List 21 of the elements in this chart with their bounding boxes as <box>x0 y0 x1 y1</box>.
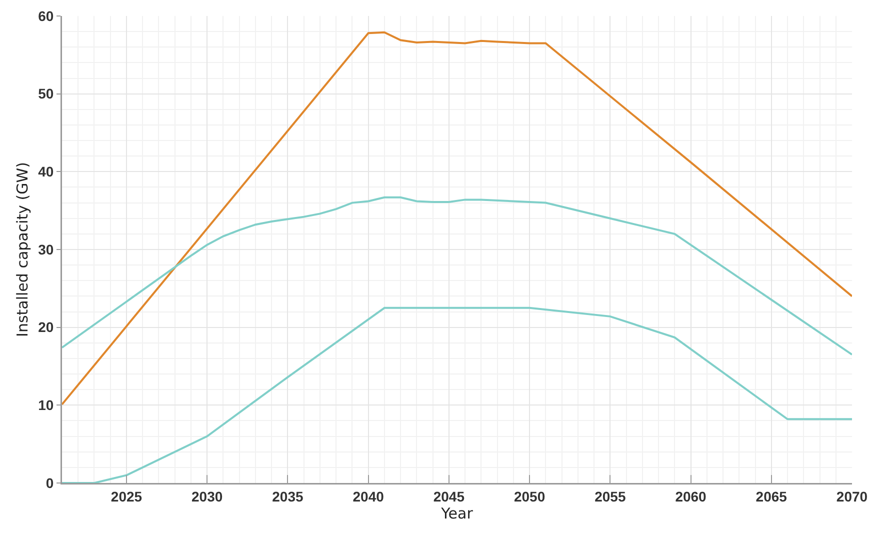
y-tick-label: 0 <box>46 474 54 491</box>
x-tick-label: 2040 <box>352 488 384 504</box>
x-tick-label: 2045 <box>433 488 465 504</box>
y-tick-label: 50 <box>38 86 54 102</box>
y-tick-label: 20 <box>38 319 54 336</box>
y-tick-label: 60 <box>38 8 54 24</box>
y-tick-label: 40 <box>38 164 54 180</box>
x-axis-title: Year <box>440 504 474 522</box>
y-tick-label: 30 <box>38 241 54 258</box>
x-tick-label: 2055 <box>594 488 626 504</box>
x-tick-label: 2035 <box>272 488 304 504</box>
y-axis-title: Installed capacity (GW) <box>14 162 32 337</box>
x-tick-label: 2070 <box>836 488 868 504</box>
x-tick-label: 2060 <box>675 488 707 504</box>
x-tick-label: 2025 <box>110 488 142 504</box>
x-tick-label: 2065 <box>756 488 788 504</box>
y-tick-label: 10 <box>38 397 54 414</box>
x-tick-label: 2050 <box>514 488 546 504</box>
line-series <box>62 31 852 406</box>
x-tick-label: 2030 <box>192 488 223 504</box>
line-series <box>62 196 852 356</box>
